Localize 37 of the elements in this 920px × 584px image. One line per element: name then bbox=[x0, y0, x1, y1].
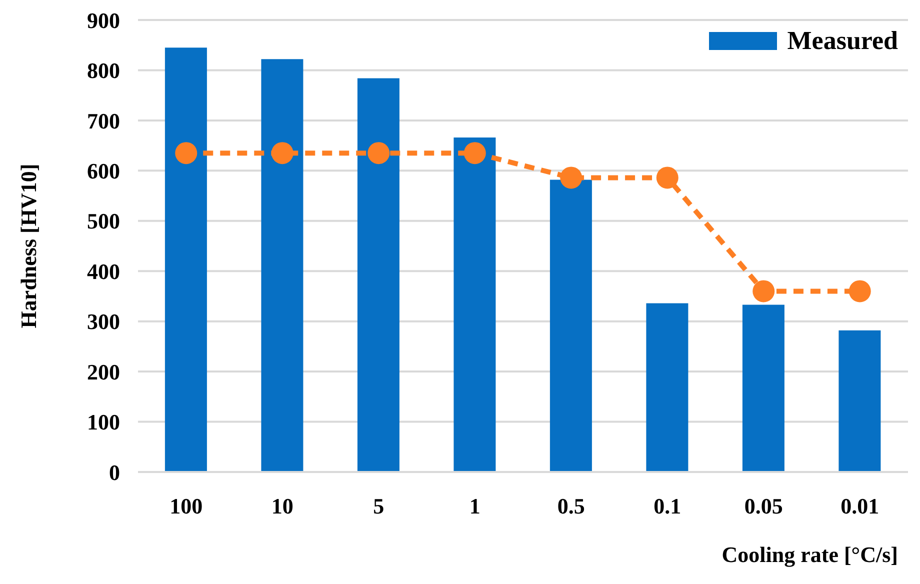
bar bbox=[454, 138, 496, 472]
x-tick-label: 1 bbox=[469, 494, 480, 519]
bar bbox=[261, 59, 304, 472]
x-axis-title: Cooling rate [°C/s] bbox=[722, 542, 898, 567]
y-tick-label: 700 bbox=[87, 108, 120, 134]
point bbox=[464, 142, 486, 164]
y-tick-label: 800 bbox=[87, 58, 120, 84]
x-tick-label: 0.05 bbox=[744, 494, 783, 519]
x-tick-label: 10 bbox=[271, 494, 294, 519]
bar bbox=[357, 78, 400, 472]
bar bbox=[164, 48, 207, 472]
x-tick-label: 0.1 bbox=[654, 494, 682, 519]
y-tick-label: 500 bbox=[87, 208, 120, 234]
bar bbox=[550, 180, 592, 472]
x-tick-label: 0.01 bbox=[840, 494, 880, 519]
point bbox=[560, 166, 582, 189]
y-tick-label: 100 bbox=[87, 410, 120, 435]
point bbox=[175, 142, 198, 164]
point bbox=[848, 280, 871, 302]
x-tick-label: 5 bbox=[373, 494, 384, 519]
y-tick-label: 600 bbox=[87, 158, 120, 184]
bar bbox=[742, 304, 784, 472]
point bbox=[271, 142, 294, 164]
point bbox=[368, 142, 390, 164]
x-tick-label: 0.5 bbox=[557, 494, 585, 519]
x-tick-label: 100 bbox=[170, 494, 203, 519]
y-axis-title: Hardness [HV10] bbox=[16, 164, 41, 328]
point bbox=[656, 166, 678, 189]
y-tick-label: 0 bbox=[109, 460, 120, 485]
y-tick-label: 200 bbox=[87, 359, 120, 384]
y-tick-label: 400 bbox=[87, 258, 120, 284]
bar bbox=[646, 303, 688, 472]
point bbox=[752, 280, 775, 302]
y-tick-label: 300 bbox=[87, 309, 120, 334]
legend-label: Measured bbox=[787, 26, 898, 56]
bar bbox=[838, 330, 881, 472]
y-tick-label: 900 bbox=[87, 8, 120, 33]
